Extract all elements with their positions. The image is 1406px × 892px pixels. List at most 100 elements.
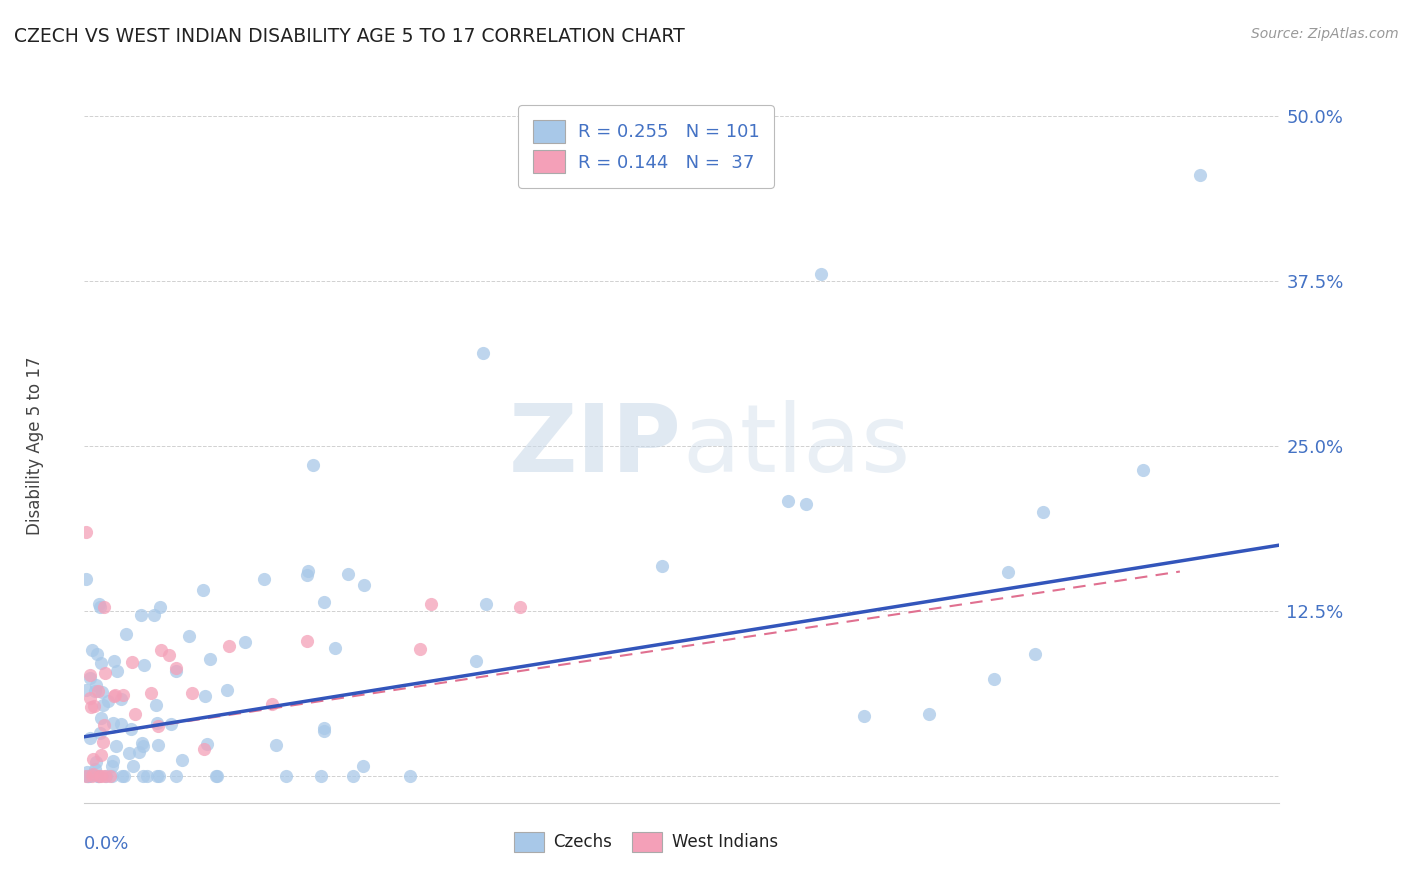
Point bbox=[103, 654, 125, 668]
Point bbox=[218, 640, 240, 654]
Point bbox=[87, 769, 110, 783]
Point bbox=[101, 759, 124, 773]
Point bbox=[89, 711, 111, 725]
Point bbox=[794, 497, 817, 511]
Point bbox=[75, 683, 97, 698]
Point bbox=[160, 716, 183, 731]
Point bbox=[132, 657, 155, 672]
Point bbox=[146, 738, 169, 752]
Point bbox=[103, 754, 125, 768]
Point bbox=[215, 683, 238, 698]
Text: Source: ZipAtlas.com: Source: ZipAtlas.com bbox=[1251, 27, 1399, 41]
Point bbox=[94, 769, 117, 783]
Point bbox=[75, 525, 97, 540]
Text: CZECH VS WEST INDIAN DISABILITY AGE 5 TO 17 CORRELATION CHART: CZECH VS WEST INDIAN DISABILITY AGE 5 TO… bbox=[14, 27, 685, 45]
Point bbox=[471, 346, 494, 360]
Point bbox=[146, 719, 169, 733]
Point bbox=[93, 769, 115, 783]
Text: ZIP: ZIP bbox=[509, 400, 682, 492]
Point bbox=[77, 769, 100, 783]
Point bbox=[1132, 463, 1154, 477]
Point bbox=[198, 652, 221, 666]
Point bbox=[83, 698, 105, 713]
Point bbox=[101, 769, 124, 783]
Point bbox=[86, 755, 108, 769]
Point bbox=[474, 598, 496, 612]
Point bbox=[295, 634, 318, 648]
Point bbox=[312, 722, 335, 736]
Point bbox=[97, 694, 120, 708]
Point bbox=[82, 767, 104, 781]
Point bbox=[79, 731, 101, 745]
Point bbox=[651, 558, 673, 573]
Point bbox=[80, 700, 103, 714]
Point bbox=[79, 672, 101, 686]
Point bbox=[195, 737, 218, 751]
Point bbox=[90, 769, 112, 783]
Point bbox=[1024, 647, 1046, 661]
Point bbox=[98, 769, 121, 783]
Point bbox=[118, 746, 141, 760]
Point bbox=[82, 643, 104, 657]
Point bbox=[132, 739, 155, 754]
Point bbox=[165, 660, 187, 674]
Point bbox=[193, 582, 215, 597]
Point bbox=[139, 686, 162, 700]
Point bbox=[84, 678, 107, 692]
Point bbox=[129, 608, 152, 623]
Point bbox=[83, 684, 105, 698]
Legend: Czechs, West Indians: Czechs, West Indians bbox=[508, 825, 785, 859]
Point bbox=[93, 718, 115, 732]
Point bbox=[193, 741, 215, 756]
Point bbox=[352, 759, 374, 773]
Point bbox=[233, 635, 256, 649]
Point bbox=[93, 698, 115, 712]
Point bbox=[94, 666, 117, 681]
Point bbox=[264, 738, 287, 752]
Point bbox=[342, 769, 364, 783]
Point bbox=[918, 706, 941, 721]
Point bbox=[75, 769, 97, 783]
Point bbox=[165, 664, 187, 678]
Point bbox=[325, 640, 347, 655]
Point bbox=[419, 597, 441, 611]
Point bbox=[810, 267, 832, 281]
Point bbox=[165, 769, 187, 783]
Point bbox=[314, 724, 336, 739]
Point bbox=[111, 688, 134, 702]
Text: 0.0%: 0.0% bbox=[84, 835, 129, 853]
Point bbox=[179, 629, 201, 643]
Point bbox=[89, 598, 111, 612]
Point bbox=[274, 769, 297, 783]
Point bbox=[90, 748, 112, 763]
Text: atlas: atlas bbox=[682, 400, 910, 492]
Point bbox=[143, 608, 166, 623]
Point bbox=[181, 686, 204, 700]
Point bbox=[75, 572, 97, 586]
Point bbox=[509, 599, 531, 614]
Point bbox=[87, 769, 110, 783]
Point bbox=[997, 566, 1019, 580]
Point bbox=[776, 494, 799, 508]
Point bbox=[146, 769, 169, 783]
Point bbox=[91, 685, 114, 699]
Point bbox=[89, 769, 111, 783]
Point bbox=[103, 715, 125, 730]
Point bbox=[302, 458, 325, 473]
Point bbox=[90, 656, 112, 670]
Point bbox=[145, 698, 167, 713]
Point bbox=[89, 600, 111, 615]
Point bbox=[77, 769, 100, 783]
Point bbox=[311, 769, 333, 783]
Point bbox=[983, 672, 1005, 686]
Text: Disability Age 5 to 17: Disability Age 5 to 17 bbox=[27, 357, 44, 535]
Point bbox=[852, 709, 875, 723]
Point bbox=[105, 739, 128, 754]
Point bbox=[149, 599, 172, 614]
Point bbox=[104, 688, 127, 702]
Point bbox=[120, 722, 142, 736]
Point bbox=[172, 754, 194, 768]
Point bbox=[194, 690, 217, 704]
Point bbox=[409, 641, 432, 656]
Point bbox=[91, 735, 114, 749]
